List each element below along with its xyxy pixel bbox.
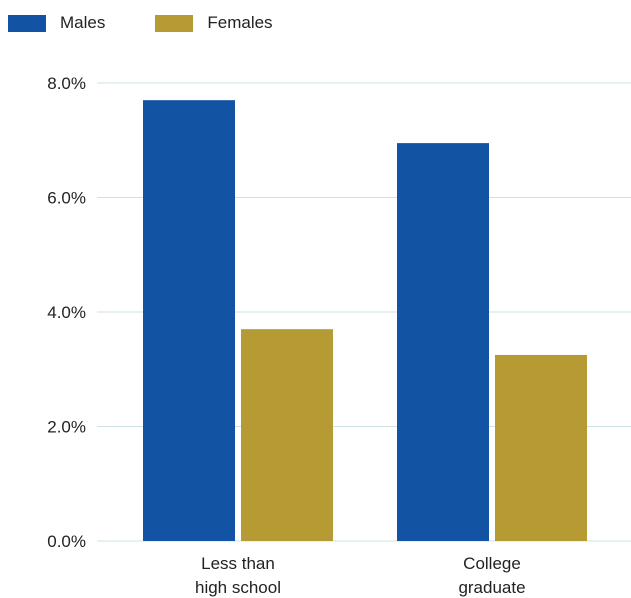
x-category-label: College bbox=[463, 554, 521, 573]
x-category-label: graduate bbox=[458, 578, 525, 597]
bar-females-2 bbox=[495, 354, 587, 541]
y-tick-label: 4.0% bbox=[47, 303, 86, 322]
bar-females-1 bbox=[241, 329, 333, 541]
bar-males-2 bbox=[397, 143, 489, 542]
legend-item-males: Males bbox=[8, 13, 105, 33]
legend-swatch-males bbox=[8, 14, 46, 32]
bar-males-1 bbox=[143, 100, 235, 542]
legend-item-females: Females bbox=[155, 13, 273, 33]
y-tick-label: 6.0% bbox=[47, 189, 86, 208]
chart-legend: Males Females bbox=[8, 13, 323, 33]
legend-label-males: Males bbox=[60, 13, 106, 32]
y-tick-label: 2.0% bbox=[47, 418, 86, 437]
y-tick-label: 8.0% bbox=[47, 74, 86, 93]
y-tick-label: 0.0% bbox=[47, 532, 86, 551]
legend-label-females: Females bbox=[207, 13, 273, 32]
x-category-label: Less than bbox=[201, 554, 275, 573]
legend-swatch-females bbox=[155, 14, 194, 32]
x-category-label: high school bbox=[195, 578, 281, 597]
